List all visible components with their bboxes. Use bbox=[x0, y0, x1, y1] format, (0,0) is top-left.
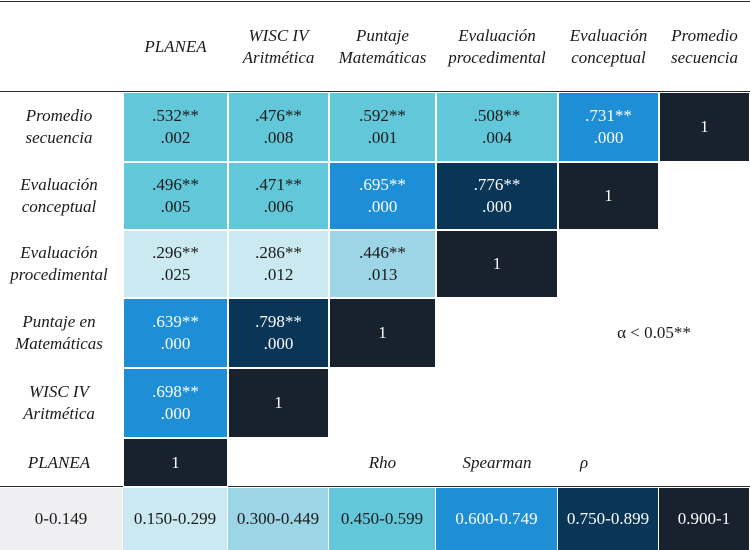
axis-caption-word: Spearman bbox=[462, 452, 532, 472]
row-label: Evaluación conceptual bbox=[20, 175, 98, 216]
correlation-value: .476** bbox=[255, 106, 302, 125]
heatmap-cell: .296** .025 bbox=[123, 230, 228, 298]
column-header: Puntaje Matemáticas bbox=[338, 26, 427, 67]
legend-swatch: 0.750-0.899 bbox=[558, 488, 659, 550]
correlation-value: .731** bbox=[585, 106, 632, 125]
correlation-value: 1 bbox=[378, 323, 387, 342]
column-header: Promedio secuencia bbox=[670, 26, 739, 67]
p-value: .000 bbox=[482, 197, 512, 216]
correlation-value: 1 bbox=[492, 254, 502, 273]
p-value: .002 bbox=[160, 128, 191, 147]
axis-caption-word: Rho bbox=[368, 452, 397, 472]
p-value: .013 bbox=[367, 265, 398, 284]
heatmap-cell: 1 bbox=[558, 162, 659, 230]
table-rule-0 bbox=[0, 1, 750, 2]
correlation-value: .798** bbox=[255, 312, 302, 331]
p-value: .006 bbox=[263, 197, 294, 216]
legend-swatch: 0.150-0.299 bbox=[123, 488, 228, 550]
row-label: Evaluación procedimental bbox=[10, 243, 108, 284]
column-header: WISC IV Aritmética bbox=[242, 26, 315, 67]
p-value: .004 bbox=[482, 128, 512, 147]
legend-swatch: 0.300-0.449 bbox=[228, 488, 329, 550]
correlation-value: .286** bbox=[255, 243, 302, 262]
heatmap-cell: 1 bbox=[123, 438, 228, 487]
heatmap-cell: .532** .002 bbox=[123, 92, 228, 162]
heatmap-cell: 1 bbox=[228, 368, 329, 438]
heatmap-cell: .471** .006 bbox=[228, 162, 329, 230]
correlation-value: .639** bbox=[152, 312, 199, 331]
correlation-value: .446** bbox=[359, 243, 406, 262]
row-label: Promedio secuencia bbox=[25, 106, 93, 147]
column-header: Evaluación conceptual bbox=[569, 26, 648, 67]
table-rule-1 bbox=[0, 91, 750, 92]
column-header: PLANEA bbox=[144, 37, 207, 56]
heatmap-cell: 1 bbox=[329, 298, 436, 368]
legend-range-label: 0.300-0.449 bbox=[236, 509, 320, 528]
p-value: .000 bbox=[160, 404, 191, 423]
p-value: .005 bbox=[160, 197, 191, 216]
heatmap-cell: .639** .000 bbox=[123, 298, 228, 368]
correlation-value: .592** bbox=[359, 106, 406, 125]
heatmap-cell: .592** .001 bbox=[329, 92, 436, 162]
heatmap-cell: 1 bbox=[436, 230, 558, 298]
legend-range-label: 0.150-0.299 bbox=[133, 509, 217, 528]
p-value: .008 bbox=[263, 128, 294, 147]
row-label: WISC IV Aritmética bbox=[23, 382, 95, 423]
correlation-value: .698** bbox=[152, 382, 199, 401]
legend-swatch: 0-0.149 bbox=[0, 488, 123, 550]
heatmap-cell: .476** .008 bbox=[228, 92, 329, 162]
axis-caption-word: ρ bbox=[580, 452, 589, 472]
correlation-value: .296** bbox=[152, 243, 199, 262]
legend-swatch: 0.600-0.749 bbox=[436, 488, 558, 550]
heatmap-cell: .496** .005 bbox=[123, 162, 228, 230]
column-header: Evaluación procedimental bbox=[448, 26, 546, 67]
p-value: .001 bbox=[367, 128, 398, 147]
correlation-value: 1 bbox=[171, 452, 180, 472]
p-value: .012 bbox=[263, 265, 294, 284]
heatmap-cell: .698** .000 bbox=[123, 368, 228, 438]
correlation-value: 1 bbox=[274, 393, 283, 412]
heatmap-cell: .286** .012 bbox=[228, 230, 329, 298]
p-value: .000 bbox=[160, 334, 191, 353]
legend-swatch: 0.900-1 bbox=[659, 488, 750, 550]
legend-swatch: 0.450-0.599 bbox=[329, 488, 436, 550]
legend-range-label: 0-0.149 bbox=[34, 509, 88, 528]
legend-range-label: 0.900-1 bbox=[677, 509, 731, 528]
row-label: PLANEA bbox=[27, 452, 91, 472]
correlation-value: .776** bbox=[473, 175, 521, 194]
legend-range-label: 0.450-0.599 bbox=[340, 509, 424, 528]
p-value: .025 bbox=[160, 265, 191, 284]
legend-range-label: 0.750-0.899 bbox=[566, 509, 650, 528]
heatmap-cell: 1 bbox=[659, 92, 750, 162]
correlation-value: 1 bbox=[604, 186, 613, 205]
correlation-value: .532** bbox=[152, 106, 199, 125]
p-value: .000 bbox=[593, 128, 624, 147]
p-value: .000 bbox=[263, 334, 294, 353]
table-rule-2 bbox=[0, 486, 750, 487]
heatmap-cell: .446** .013 bbox=[329, 230, 436, 298]
row-label: Puntaje en Matemáticas bbox=[15, 312, 103, 353]
heatmap-cell: .731** .000 bbox=[558, 92, 659, 162]
heatmap-cell: .695** .000 bbox=[329, 162, 436, 230]
significance-note: α < 0.05** bbox=[617, 323, 691, 342]
correlation-value: .695** bbox=[359, 175, 406, 194]
p-value: .000 bbox=[367, 197, 398, 216]
heatmap-cell: .798** .000 bbox=[228, 298, 329, 368]
correlation-value: .508** bbox=[473, 106, 521, 125]
heatmap-cell: .508** .004 bbox=[436, 92, 558, 162]
correlation-value: .471** bbox=[255, 175, 302, 194]
correlation-value: 1 bbox=[700, 117, 709, 136]
legend-range-label: 0.600-0.749 bbox=[455, 509, 538, 528]
heatmap-cell: .776** .000 bbox=[436, 162, 558, 230]
correlation-value: .496** bbox=[152, 175, 199, 194]
